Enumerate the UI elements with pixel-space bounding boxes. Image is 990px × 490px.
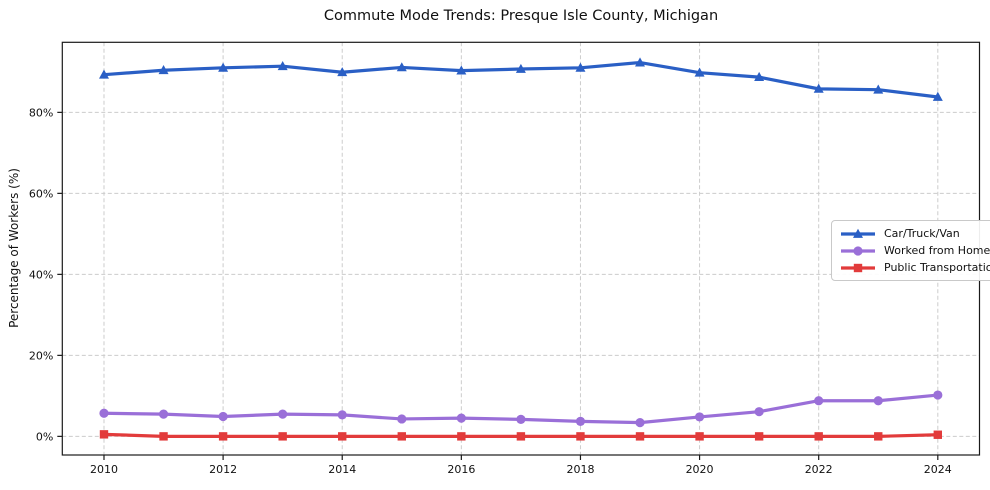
series-marker-public-transportation xyxy=(159,432,168,441)
series-marker-public-transportation xyxy=(99,430,109,439)
series-marker-car-truck-van xyxy=(515,63,526,73)
series-marker-car-truck-van xyxy=(277,60,288,71)
legend-item: Car/Truck/Van xyxy=(840,226,990,241)
series-marker-car-truck-van xyxy=(158,65,169,75)
x-tick-label: 2012 xyxy=(209,463,237,476)
y-tick-label: 40% xyxy=(29,268,53,281)
legend-label: Public Transportation xyxy=(884,261,990,274)
series-marker-car-truck-van xyxy=(932,91,943,101)
y-tick-label: 20% xyxy=(29,349,53,362)
series-marker-car-truck-van xyxy=(218,62,229,72)
circle-marker-icon xyxy=(841,245,875,256)
series-marker-worked-from-home xyxy=(635,417,645,428)
square-marker-icon xyxy=(841,263,875,272)
x-tick-label: 2016 xyxy=(447,463,475,476)
series-marker-car-truck-van xyxy=(98,69,109,79)
series-marker-worked-from-home xyxy=(158,409,169,419)
series-marker-worked-from-home xyxy=(278,409,288,419)
series-marker-public-transportation xyxy=(457,432,466,441)
series-marker-public-transportation xyxy=(695,432,704,441)
triangle-marker-icon xyxy=(841,228,875,238)
series-marker-car-truck-van xyxy=(813,83,824,93)
series-marker-public-transportation xyxy=(516,432,526,441)
series-marker-worked-from-home xyxy=(218,411,228,422)
series-marker-public-transportation xyxy=(278,432,287,441)
series-marker-car-truck-van xyxy=(635,57,646,67)
series-marker-car-truck-van xyxy=(694,67,705,77)
y-tick-label: 0% xyxy=(36,430,53,443)
series-marker-worked-from-home xyxy=(516,414,526,424)
series-marker-worked-from-home xyxy=(873,396,883,406)
x-tick-label: 2014 xyxy=(328,463,356,476)
series-marker-car-truck-van xyxy=(456,65,467,75)
series-marker-car-truck-van xyxy=(337,67,348,77)
series-marker-public-transportation xyxy=(933,430,943,439)
legend-item: Public Transportation xyxy=(840,260,990,275)
series-marker-public-transportation xyxy=(397,432,406,441)
series-marker-worked-from-home xyxy=(397,414,407,424)
legend-label: Worked from Home xyxy=(884,244,990,257)
series-marker-public-transportation xyxy=(576,432,585,441)
series-marker-car-truck-van xyxy=(575,62,586,72)
series-marker-public-transportation xyxy=(635,432,645,441)
series-marker-worked-from-home xyxy=(575,416,586,426)
x-tick-label: 2020 xyxy=(686,463,714,476)
series-marker-worked-from-home xyxy=(337,410,347,420)
series-marker-public-transportation xyxy=(754,432,764,441)
series-marker-car-truck-van xyxy=(396,62,407,72)
series-marker-worked-from-home xyxy=(99,408,109,418)
x-tick-label: 2024 xyxy=(924,463,952,476)
series-marker-public-transportation xyxy=(874,432,883,441)
y-tick-label: 80% xyxy=(29,106,53,119)
series-marker-worked-from-home xyxy=(456,413,466,423)
x-tick-label: 2010 xyxy=(90,463,118,476)
legend-label: Car/Truck/Van xyxy=(884,227,960,240)
legend-item: Worked from Home xyxy=(840,243,990,258)
series-marker-worked-from-home xyxy=(814,396,824,406)
series-marker-public-transportation xyxy=(218,432,228,441)
series-marker-worked-from-home xyxy=(694,412,705,422)
series-marker-public-transportation xyxy=(338,432,347,441)
x-tick-label: 2018 xyxy=(566,463,594,476)
x-tick-label: 2022 xyxy=(805,463,833,476)
series-marker-worked-from-home xyxy=(754,407,764,417)
series-marker-public-transportation xyxy=(814,432,823,441)
y-tick-label: 60% xyxy=(29,187,53,200)
chart-title: Commute Mode Trends: Presque Isle County… xyxy=(323,8,719,24)
legend: Car/Truck/Van Worked from Home Public Tran… xyxy=(831,220,990,281)
series-marker-worked-from-home xyxy=(933,390,943,400)
series-marker-car-truck-van xyxy=(873,84,884,94)
series-marker-car-truck-van xyxy=(754,71,765,82)
